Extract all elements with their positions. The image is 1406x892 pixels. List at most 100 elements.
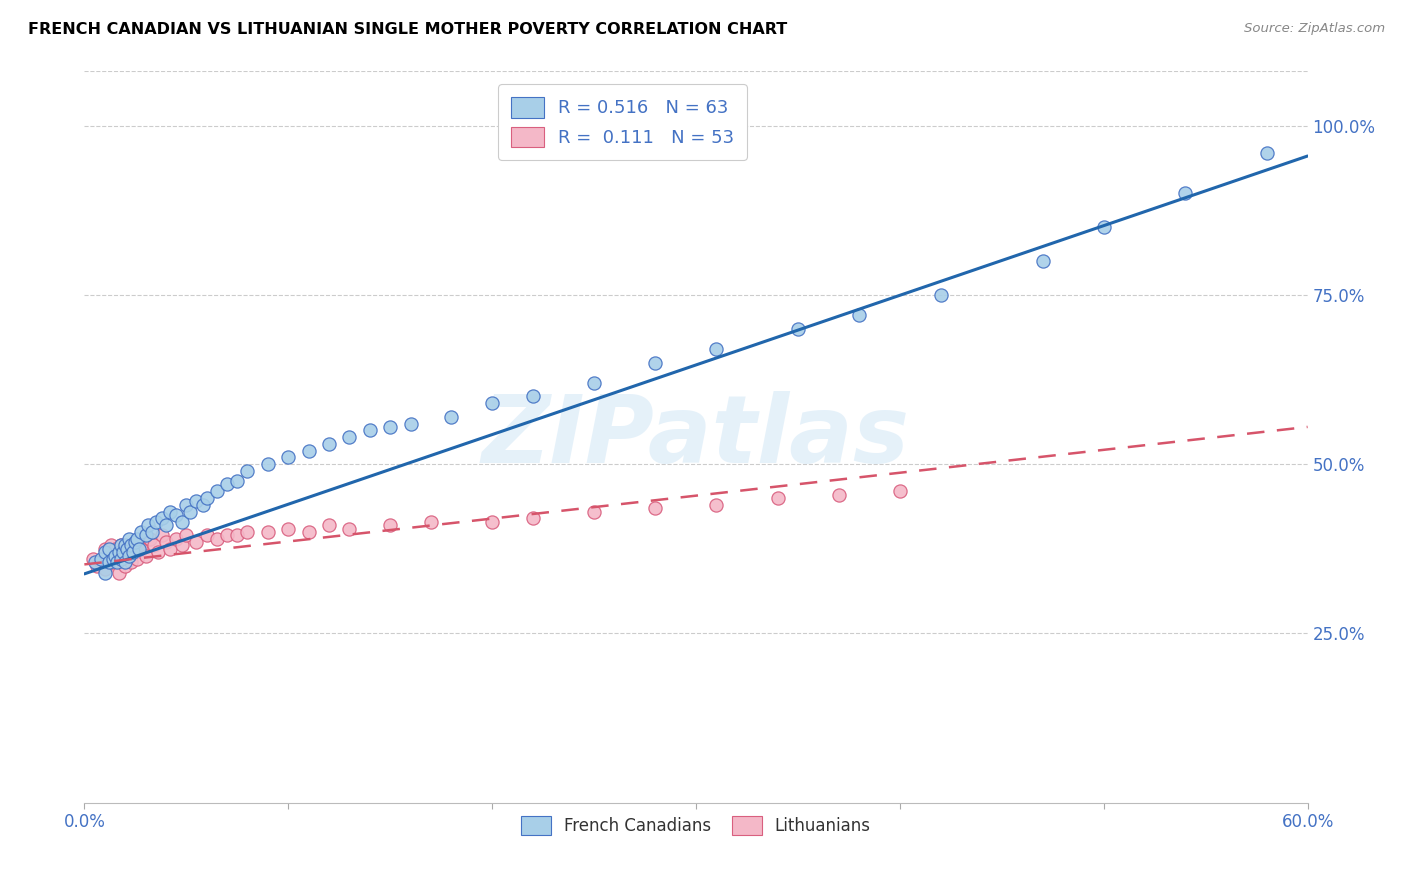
Point <box>159 505 181 519</box>
Point <box>101 552 124 566</box>
Point <box>848 308 870 322</box>
Point <box>318 437 340 451</box>
Point <box>131 541 153 556</box>
Point <box>159 541 181 556</box>
Point <box>174 528 197 542</box>
Point <box>112 545 135 559</box>
Point <box>93 562 115 576</box>
Point <box>141 524 163 539</box>
Point <box>298 443 321 458</box>
Point <box>115 541 138 556</box>
Point <box>257 457 280 471</box>
Point <box>120 538 142 552</box>
Point <box>118 532 141 546</box>
Point <box>205 484 228 499</box>
Point <box>359 423 381 437</box>
Point <box>105 555 128 569</box>
Point <box>155 535 177 549</box>
Point <box>118 549 141 563</box>
Point <box>191 498 214 512</box>
Point <box>122 545 145 559</box>
Point <box>124 545 146 559</box>
Point <box>1174 186 1197 201</box>
Point <box>93 541 115 556</box>
Point <box>145 515 167 529</box>
Point <box>100 538 122 552</box>
Text: FRENCH CANADIAN VS LITHUANIAN SINGLE MOTHER POVERTY CORRELATION CHART: FRENCH CANADIAN VS LITHUANIAN SINGLE MOT… <box>28 22 787 37</box>
Point <box>110 538 132 552</box>
Point <box>1256 145 1278 160</box>
Point <box>172 538 194 552</box>
Point <box>380 518 402 533</box>
Point <box>114 555 136 569</box>
Point <box>128 535 150 549</box>
Point <box>644 501 666 516</box>
Point <box>172 515 194 529</box>
Point <box>101 555 124 569</box>
Point <box>127 552 149 566</box>
Point <box>1092 220 1115 235</box>
Y-axis label: Single Mother Poverty: Single Mother Poverty <box>0 352 7 522</box>
Point <box>115 541 138 556</box>
Point <box>828 488 851 502</box>
Point <box>142 538 165 552</box>
Point <box>339 521 361 535</box>
Point <box>186 494 208 508</box>
Point <box>440 409 463 424</box>
Point <box>226 474 249 488</box>
Point <box>706 498 728 512</box>
Point <box>131 524 153 539</box>
Point <box>127 532 149 546</box>
Point <box>118 549 141 563</box>
Point <box>179 505 201 519</box>
Point <box>83 555 105 569</box>
Point <box>929 288 952 302</box>
Point <box>644 355 666 369</box>
Point <box>90 552 112 566</box>
Point <box>522 389 544 403</box>
Point <box>481 396 503 410</box>
Point <box>277 521 299 535</box>
Point <box>522 511 544 525</box>
Point <box>174 498 197 512</box>
Point <box>205 532 228 546</box>
Point <box>420 515 443 529</box>
Text: ZIPatlas: ZIPatlas <box>482 391 910 483</box>
Point <box>155 518 177 533</box>
Legend: French Canadians, Lithuanians: French Canadians, Lithuanians <box>515 809 877 842</box>
Point <box>120 555 142 569</box>
Point <box>93 566 115 580</box>
Point <box>122 538 145 552</box>
Point <box>1032 254 1054 268</box>
Point <box>112 545 135 559</box>
Point <box>135 549 157 563</box>
Point <box>889 484 911 499</box>
Point <box>165 532 187 546</box>
Point <box>380 420 402 434</box>
Point <box>135 528 157 542</box>
Point <box>97 555 120 569</box>
Point <box>93 545 115 559</box>
Point <box>339 430 361 444</box>
Text: Source: ZipAtlas.com: Source: ZipAtlas.com <box>1244 22 1385 36</box>
Point <box>150 511 173 525</box>
Point <box>399 417 422 431</box>
Point <box>298 524 321 539</box>
Point <box>82 552 104 566</box>
Point <box>186 535 208 549</box>
Point <box>583 505 606 519</box>
Point <box>226 528 249 542</box>
Point <box>105 549 128 563</box>
Point <box>108 545 131 559</box>
Point <box>277 450 299 465</box>
Point <box>150 528 173 542</box>
Point <box>108 566 131 580</box>
Point <box>217 528 239 542</box>
Point <box>136 518 159 533</box>
Point <box>110 552 132 566</box>
Point <box>104 549 127 563</box>
Point <box>766 491 789 505</box>
Point <box>104 541 127 556</box>
Point <box>114 558 136 573</box>
Point <box>236 464 259 478</box>
